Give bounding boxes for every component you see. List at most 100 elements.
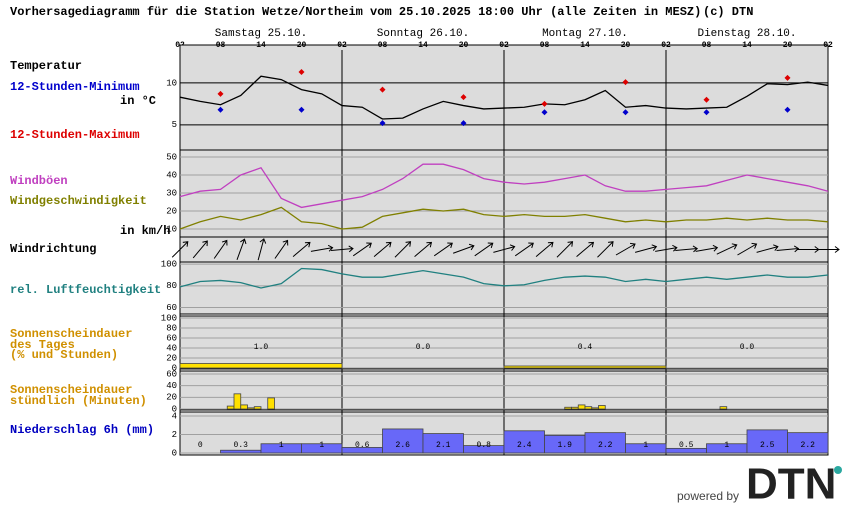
x-tick-label: 14 (580, 41, 590, 50)
day-label: Sonntag 26.10. (377, 28, 469, 40)
wind-arrow (597, 241, 614, 258)
logo-dot (834, 466, 842, 474)
bar (422, 433, 464, 454)
wind-arrow (756, 244, 779, 253)
wind-arrow (737, 242, 758, 256)
wind-arrow (414, 241, 433, 257)
value-label: 2.1 (436, 441, 451, 450)
diamond-marker (703, 96, 710, 103)
diamond-marker (217, 90, 224, 97)
value-label: 1 (643, 441, 648, 450)
series-line (179, 206, 829, 230)
panel-label: Niederschlag 6h (mm) (10, 423, 154, 437)
wind-arrow (556, 241, 574, 258)
wind-arrow (236, 238, 247, 261)
wind-arrow (817, 246, 840, 253)
y-tick-label: 20 (166, 353, 177, 363)
panel-label: 12-Stunden-Minimum (10, 80, 140, 94)
y-tick-label: 60 (166, 333, 177, 343)
wind-arrow (535, 241, 554, 257)
y-tick-label: 4 (172, 411, 177, 421)
diamond-marker (379, 86, 386, 93)
value-label: 1 (319, 441, 324, 450)
bar (719, 406, 728, 410)
value-label: 2.5 (760, 441, 775, 450)
diamond-marker (622, 109, 629, 116)
panel-label: Sonnenscheindauer (10, 383, 132, 397)
wind-arrow (433, 242, 453, 257)
diamond-marker (784, 106, 791, 113)
bar (382, 428, 424, 454)
value-label: 0.8 (477, 441, 492, 450)
panel-label: in km/h (120, 224, 170, 238)
diamond-marker (298, 69, 305, 76)
hours-label: 0.0 (740, 343, 755, 352)
y-tick-label: 80 (166, 281, 177, 291)
hours-label: 1.0 (254, 343, 269, 352)
bar (577, 404, 586, 410)
y-tick-label: 10 (166, 224, 177, 234)
value-label: 2.4 (517, 441, 532, 450)
y-tick-label: 30 (166, 188, 177, 198)
wind-arrow (452, 243, 475, 254)
panel-label: in °C (120, 94, 156, 108)
value-label: 2.6 (396, 441, 411, 450)
wind-arrow (615, 242, 636, 256)
y-tick-label: 40 (166, 343, 177, 353)
diamond-marker (460, 94, 467, 101)
y-tick-label: 5 (172, 120, 177, 130)
x-tick-label: 08 (378, 41, 388, 50)
diamond-marker (784, 74, 791, 81)
y-tick-label: 0 (172, 363, 177, 373)
wind-arrow (493, 244, 516, 253)
series-line (179, 75, 829, 120)
value-label: 0.5 (679, 441, 694, 450)
title: Vorhersagediagramm für die Station Wetze… (10, 5, 701, 19)
y-tick-label: 2 (172, 430, 177, 440)
wind-arrow (514, 242, 534, 257)
powered-by: powered by (677, 489, 739, 503)
y-tick-label: 20 (166, 393, 177, 403)
value-label: 1.9 (558, 441, 573, 450)
bar (179, 363, 343, 369)
value-label: 0.3 (234, 441, 249, 450)
wind-arrow (716, 243, 738, 255)
bar (220, 449, 262, 454)
logo: DTN (746, 460, 836, 509)
x-tick-label: 20 (621, 41, 631, 50)
wind-arrow (352, 242, 372, 257)
bar (584, 406, 593, 410)
value-label: 1 (724, 441, 729, 450)
x-tick-label: 20 (783, 41, 793, 50)
diamond-marker (460, 120, 467, 127)
y-tick-label: 50 (166, 152, 177, 162)
value-label: 1 (279, 441, 284, 450)
bar (503, 365, 667, 369)
y-tick-label: 60 (166, 369, 177, 379)
wind-arrow (576, 241, 595, 257)
diamond-marker (298, 106, 305, 113)
x-tick-label: 02 (337, 41, 347, 50)
wind-arrow (171, 241, 189, 258)
bar (584, 432, 626, 454)
wind-arrow (394, 241, 412, 258)
x-tick-label: 20 (297, 41, 307, 50)
panel-label: Windböen (10, 174, 68, 188)
wind-arrow (695, 244, 719, 252)
y-tick-label: 100 (161, 313, 177, 323)
wind-arrow (675, 245, 699, 253)
panel-label: (% und Stunden) (10, 348, 118, 362)
day-label: Samstag 25.10. (215, 28, 307, 40)
panel-label: stündlich (Minuten) (10, 394, 147, 408)
copyright: (c) DTN (703, 5, 753, 19)
panel-label: Windrichtung (10, 242, 96, 256)
x-tick-label: 02 (823, 41, 833, 50)
y-tick-label: 0 (172, 404, 177, 414)
bar (267, 397, 275, 410)
wind-arrow (373, 241, 392, 257)
bar (253, 406, 262, 410)
y-tick-label: 40 (166, 381, 177, 391)
x-tick-label: 20 (459, 41, 469, 50)
wind-arrow (213, 239, 228, 259)
